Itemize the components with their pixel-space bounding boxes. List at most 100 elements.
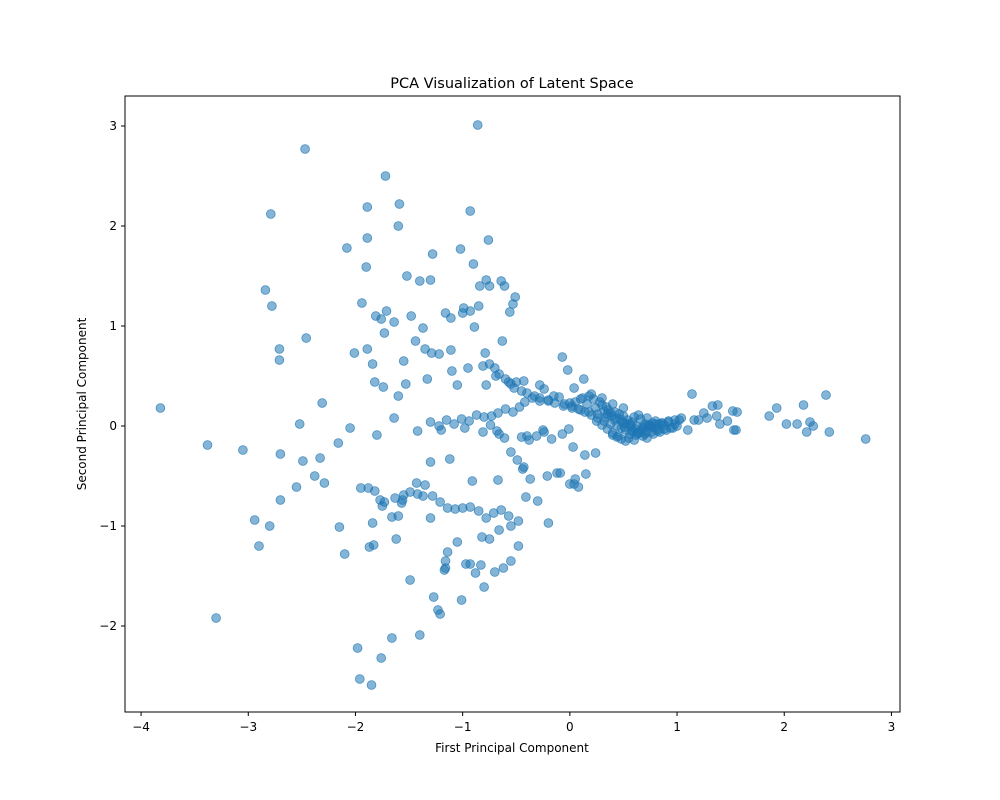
data-point (260, 285, 271, 295)
data-point (564, 479, 575, 489)
data-point (300, 144, 310, 154)
data-point (425, 513, 436, 523)
y-tick-label: 0 (109, 419, 117, 433)
data-point (557, 429, 568, 439)
chart-title: PCA Visualization of Latent Space (390, 76, 633, 92)
data-point (398, 356, 409, 366)
data-point (387, 633, 397, 643)
data-point (539, 427, 549, 437)
data-point (479, 582, 489, 592)
data-point (309, 471, 320, 481)
y-tick-label: −1 (99, 519, 117, 533)
data-point (357, 298, 367, 308)
data-point (542, 471, 553, 481)
data-point (653, 419, 664, 429)
data-point (457, 308, 468, 318)
data-point (425, 275, 436, 285)
data-point (543, 518, 554, 528)
data-point (420, 344, 430, 354)
data-point (342, 243, 352, 253)
data-point (555, 468, 565, 478)
data-point (764, 411, 774, 421)
data-point (808, 421, 818, 431)
data-point (362, 202, 373, 212)
data-point (447, 366, 457, 376)
data-point (452, 537, 463, 547)
data-point (473, 301, 484, 311)
data-point (394, 199, 405, 209)
data-point (518, 462, 529, 472)
data-point (275, 495, 286, 505)
data-point (405, 575, 415, 585)
data-point (476, 560, 486, 570)
data-point (249, 515, 260, 525)
data-point (470, 568, 481, 578)
data-point (531, 431, 542, 441)
data-point (792, 419, 802, 429)
data-point (707, 401, 718, 411)
data-point (267, 301, 277, 311)
x-tick-label: −1 (454, 720, 472, 734)
data-point (414, 630, 425, 640)
data-point (534, 393, 545, 403)
data-point (499, 433, 510, 443)
x-tick-label: −2 (347, 720, 365, 734)
data-point (483, 235, 494, 245)
y-tick-label: 1 (109, 319, 117, 333)
data-point (319, 478, 330, 488)
data-point (674, 415, 684, 425)
data-point (291, 482, 302, 492)
data-point (391, 534, 402, 544)
data-point (562, 365, 573, 375)
data-point (361, 262, 372, 272)
data-point (549, 398, 560, 408)
data-point (456, 414, 467, 424)
data-point (456, 595, 467, 605)
data-point (485, 420, 496, 430)
data-point (489, 567, 500, 577)
data-point (434, 349, 444, 359)
data-point (581, 469, 591, 479)
data-point (369, 486, 380, 496)
data-point (379, 328, 390, 338)
data-point (155, 403, 166, 413)
data-point (582, 399, 592, 409)
x-axis: −4 −3 −2 −1 0 1 2 3 (132, 712, 895, 734)
data-point (355, 483, 366, 493)
data-point (580, 450, 590, 460)
data-point (422, 374, 433, 384)
data-point (781, 419, 792, 429)
data-point (428, 592, 439, 602)
data-point (333, 438, 344, 448)
data-point (389, 317, 399, 327)
data-point (469, 322, 480, 332)
data-point (715, 419, 725, 429)
data-point (354, 674, 365, 684)
data-point (459, 423, 470, 433)
data-point (449, 419, 459, 429)
data-point (446, 345, 456, 355)
data-point (472, 120, 483, 130)
data-point (393, 511, 404, 521)
data-point (860, 434, 871, 444)
data-point (463, 363, 473, 373)
x-tick-label: 3 (888, 720, 896, 734)
data-point (202, 440, 213, 450)
data-point (532, 496, 543, 506)
data-point (508, 299, 518, 309)
data-point (414, 276, 425, 286)
data-point (275, 449, 286, 459)
data-point (569, 383, 579, 393)
data-point (400, 379, 411, 389)
data-point (504, 307, 515, 317)
data-point (352, 643, 363, 653)
data-point (274, 344, 285, 354)
data-point (369, 377, 380, 387)
data-point (441, 415, 452, 425)
data-point (376, 314, 387, 324)
data-point (376, 653, 387, 663)
data-point (607, 430, 618, 440)
data-point (711, 411, 722, 421)
data-point (513, 516, 524, 526)
data-point (412, 426, 423, 436)
